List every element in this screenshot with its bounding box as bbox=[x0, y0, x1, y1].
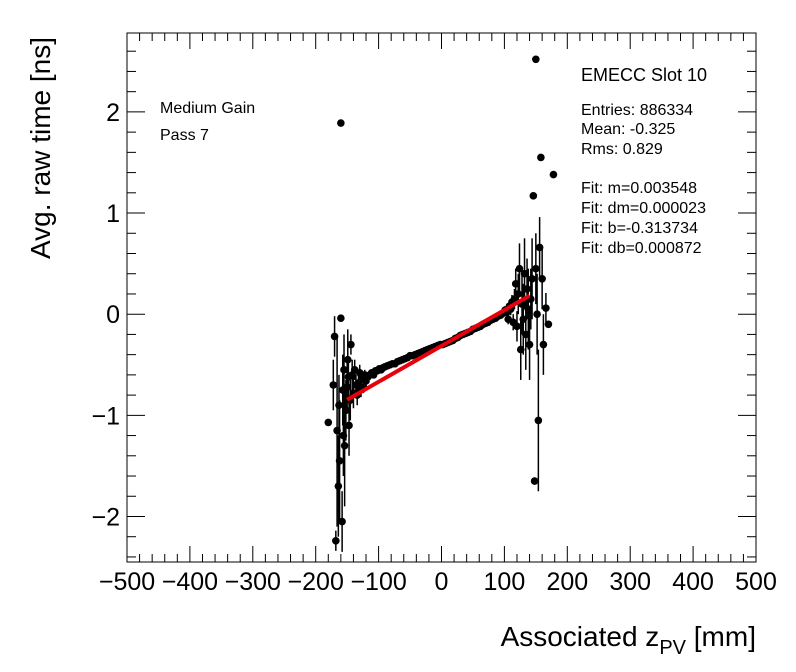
data-point bbox=[532, 264, 540, 273]
data-point bbox=[529, 192, 538, 200]
data-point bbox=[343, 355, 352, 364]
stats-rms: Rms: 0.829 bbox=[581, 141, 663, 158]
data-point bbox=[329, 381, 338, 389]
x-tick-label: −500 bbox=[99, 568, 155, 596]
pass-annotation: Pass 7 bbox=[160, 127, 209, 144]
data-point bbox=[524, 305, 533, 313]
x-tick-label: −100 bbox=[350, 568, 406, 596]
data-point bbox=[533, 310, 541, 318]
x-tick-label: 100 bbox=[484, 568, 526, 596]
y-tick-label: 1 bbox=[106, 200, 120, 228]
data-point bbox=[337, 119, 345, 127]
data-point bbox=[532, 55, 540, 64]
data-point bbox=[549, 170, 558, 179]
data-point bbox=[523, 285, 531, 293]
fit-line bbox=[346, 293, 531, 402]
y-tick-labels: −2 −1 0 1 2 bbox=[91, 99, 120, 532]
x-axis-title-subscript: PV bbox=[659, 637, 686, 659]
data-point bbox=[333, 426, 341, 435]
x-axis-title: Associated zPV [mm] bbox=[501, 621, 756, 659]
stats-entries: Entries: 886334 bbox=[581, 102, 693, 119]
y-axis-title: Avg. raw time [ns] bbox=[25, 37, 56, 259]
data-point bbox=[332, 536, 340, 545]
axis-ticks bbox=[126, 33, 757, 562]
data-point bbox=[525, 340, 534, 349]
data-point bbox=[528, 274, 536, 283]
data-point bbox=[519, 315, 528, 324]
data-point bbox=[334, 482, 343, 490]
data-point bbox=[343, 383, 351, 391]
x-tick-label: −400 bbox=[162, 568, 218, 596]
data-point bbox=[537, 153, 545, 162]
data-point bbox=[535, 243, 544, 252]
x-tick-label: −300 bbox=[225, 568, 281, 596]
data-point bbox=[534, 416, 543, 425]
data-point bbox=[513, 322, 521, 331]
data-point bbox=[342, 406, 350, 415]
data-point bbox=[538, 274, 546, 283]
data-point bbox=[340, 366, 348, 374]
data-point bbox=[340, 441, 349, 450]
data-point bbox=[335, 401, 343, 410]
data-point bbox=[520, 269, 529, 278]
x-tick-label: 0 bbox=[435, 568, 449, 596]
data-point bbox=[347, 340, 355, 349]
data-point bbox=[339, 431, 348, 440]
x-tick-label: −200 bbox=[288, 568, 344, 596]
data-point bbox=[335, 457, 344, 465]
fit-b: Fit: b=-0.313734 bbox=[581, 220, 698, 237]
data-point bbox=[544, 320, 553, 329]
data-point bbox=[516, 345, 525, 354]
data-point bbox=[539, 340, 548, 349]
x-axis-title-unit: [mm] bbox=[686, 621, 756, 652]
stats-mean: Mean: -0.325 bbox=[581, 121, 675, 138]
data-point bbox=[511, 280, 520, 288]
x-tick-label: 200 bbox=[546, 568, 588, 596]
data-point bbox=[337, 314, 345, 323]
data-point bbox=[330, 332, 339, 341]
data-point bbox=[542, 304, 550, 312]
data-point bbox=[515, 264, 524, 273]
x-tick-label: 400 bbox=[672, 568, 714, 596]
x-tick-label: 500 bbox=[735, 568, 777, 596]
x-tick-label: 300 bbox=[609, 568, 651, 596]
x-axis-title-main: Associated z bbox=[501, 621, 660, 652]
data-point bbox=[324, 418, 333, 427]
data-point bbox=[338, 517, 346, 526]
slot-label: EMECC Slot 10 bbox=[581, 65, 707, 85]
y-tick-label: 2 bbox=[106, 99, 120, 127]
data-point bbox=[530, 477, 539, 485]
fit-db: Fit: db=0.000872 bbox=[581, 240, 702, 257]
fit-dm: Fit: dm=0.000023 bbox=[581, 200, 706, 217]
x-tick-labels: −500 −400 −300 −200 −100 0 100 200 300 400 500 bbox=[99, 568, 777, 596]
data-point bbox=[345, 421, 353, 430]
y-tick-label: 0 bbox=[106, 301, 120, 329]
data-point bbox=[514, 290, 523, 298]
y-tick-label: −2 bbox=[91, 503, 120, 531]
fit-m: Fit: m=0.003548 bbox=[581, 180, 697, 197]
data-point bbox=[521, 330, 530, 339]
gain-annotation: Medium Gain bbox=[160, 100, 255, 117]
y-tick-label: −1 bbox=[91, 402, 120, 430]
